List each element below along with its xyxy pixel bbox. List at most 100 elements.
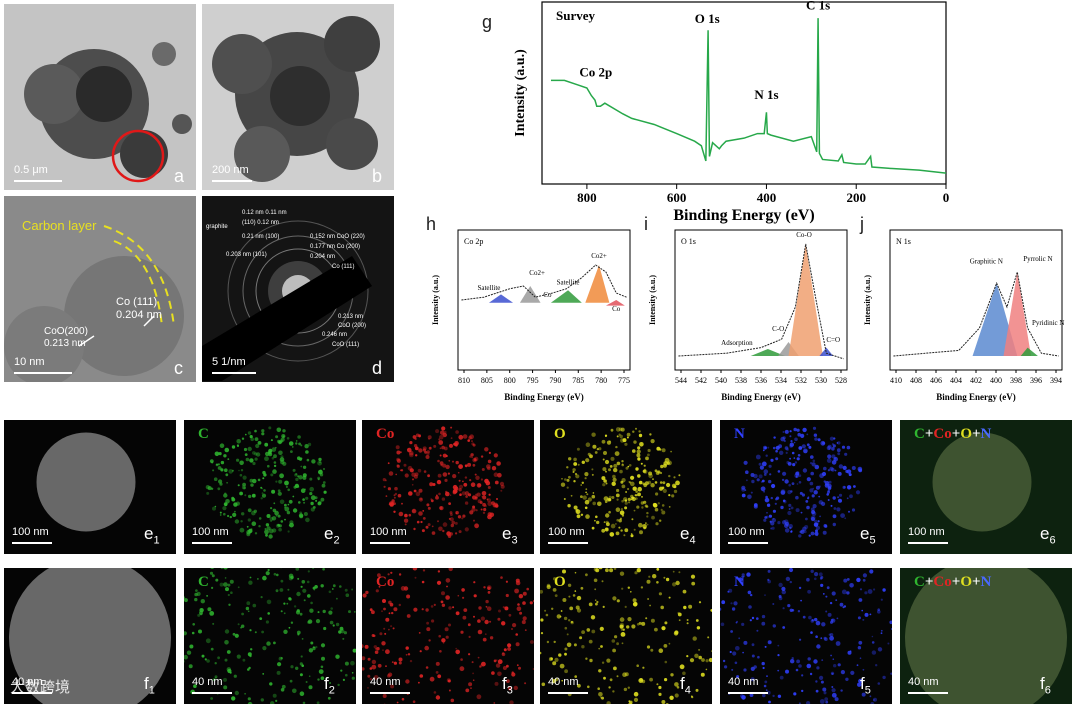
peak-label: Co-O <box>796 231 812 239</box>
watermark: 大数跨境 <box>10 678 71 696</box>
x-tick-label: 790 <box>549 376 561 385</box>
eds-map-image <box>184 568 356 704</box>
scale-bar <box>370 692 410 694</box>
panel-label-subscript: 5 <box>864 684 871 697</box>
x-tick-label: 544 <box>675 376 687 385</box>
fit-component <box>1003 272 1032 356</box>
eds-map-image <box>900 568 1072 704</box>
scale-label: 100 nm <box>370 526 407 538</box>
x-tick-label: 410 <box>890 376 902 385</box>
element-label: Co <box>376 574 395 590</box>
x-tick-label: 404 <box>950 376 962 385</box>
y-axis-label: Intensity (a.u.) <box>863 275 872 325</box>
x-tick-label: 800 <box>577 190 597 205</box>
x-tick-label: 810 <box>458 376 470 385</box>
x-tick-label: 780 <box>595 376 607 385</box>
fit-component <box>585 265 610 303</box>
eds-map-e6: C+Co+O+N 100 nm e6 <box>900 420 1072 554</box>
element-label-part: O <box>960 574 972 590</box>
x-tick-label: 534 <box>775 376 787 385</box>
saed-ring-label: Co (111) <box>332 264 355 270</box>
panel-label-j: j <box>860 214 864 234</box>
saed-ring-label: 0.177 nm Co (200) <box>310 244 361 250</box>
panel-label-i: i <box>644 214 648 234</box>
panel-label-f5: f5 <box>860 674 871 697</box>
x-tick-label: 406 <box>930 376 942 385</box>
element-label: C <box>198 574 209 590</box>
co111-spacing: 0.204 nm <box>116 309 162 321</box>
peak-label: C 1s <box>806 0 830 13</box>
x-axis-label: Binding Energy (eV) <box>936 392 1016 402</box>
saed-ring-label: 0.152 nm CoO (220) <box>310 234 365 240</box>
scale-label: 40 nm <box>192 676 223 688</box>
scale-label: 100 nm <box>548 526 585 538</box>
panel-label-e3: e3 <box>502 524 518 547</box>
peak-label: C-O <box>772 325 784 333</box>
fit-component <box>550 290 582 303</box>
n1s-spectrum-chart: 410 408 406 404 402 400 398 396 394 Binding Energ… <box>863 229 1064 402</box>
panel-label-e6: e6 <box>1040 524 1056 547</box>
element-label-part: N <box>980 574 992 590</box>
carbon-layer-label: Carbon layer <box>22 218 97 233</box>
element-label-part: + <box>924 426 934 442</box>
x-tick-label: 528 <box>835 376 847 385</box>
x-axis-label: Binding Energy (eV) <box>721 392 801 402</box>
scale-bar <box>14 372 72 374</box>
fit-component <box>1020 347 1038 356</box>
panel-label-subscript: 6 <box>1049 534 1056 547</box>
panel-label-subscript: 1 <box>148 684 155 697</box>
hrtem-image-c <box>4 196 196 382</box>
saed-panel-d: graphite 0.12 nm 0.11 nm (110) 0.12 nm 0.21… <box>202 196 394 382</box>
eds-map-image <box>36 432 136 532</box>
panel-label-c: c <box>174 358 183 378</box>
plot-frame <box>457 229 631 371</box>
scale-label: 40 nm <box>728 676 759 688</box>
x-tick-label: 785 <box>572 376 584 385</box>
scale-bar <box>212 372 256 374</box>
saed-ring-label: 0.21 nm (100) <box>242 234 280 240</box>
scale-bar <box>548 692 588 694</box>
y-axis-label: Intensity (a.u.) <box>431 275 440 325</box>
saed-ring-label: 0.246 nm <box>322 332 348 338</box>
element-label-part: + <box>924 574 934 590</box>
panel-label-a: a <box>174 166 185 186</box>
eds-map-image <box>540 568 712 704</box>
x-tick-label: 540 <box>715 376 727 385</box>
scale-bar <box>192 692 232 694</box>
x-tick-label: 775 <box>618 376 630 385</box>
scale-bar <box>908 542 948 544</box>
x-tick-label: 396 <box>1030 376 1042 385</box>
panel-label-e1: e1 <box>144 524 160 547</box>
hrtem-panel-c: Carbon layer Co (111) 0.204 nm CoO(200) … <box>4 196 196 382</box>
element-label-part: + <box>951 574 961 590</box>
fit-component <box>788 244 823 356</box>
eds-map-image <box>720 568 892 704</box>
scale-bar <box>12 692 52 694</box>
eds-map-image <box>741 426 863 538</box>
peak-label: Adsorption <box>721 339 753 347</box>
x-tick-label: 600 <box>667 190 687 205</box>
element-label: C <box>198 426 209 442</box>
scale-label: 40 nm <box>370 676 401 688</box>
eds-map-image <box>900 420 1072 554</box>
element-label: C+Co+O+N <box>914 426 991 443</box>
panel-label-subscript: 5 <box>869 534 876 547</box>
chart-title: Co 2p <box>464 237 483 246</box>
element-label-part: + <box>951 426 961 442</box>
x-tick-label: 536 <box>755 376 767 385</box>
saed-ring-label: CoO (200) <box>338 323 367 329</box>
eds-map-e5: N 100 nm e5 <box>720 420 892 554</box>
element-label: O <box>554 426 566 442</box>
scale-label: 10 nm <box>14 356 45 368</box>
eds-map-e3: Co 100 nm e3 <box>362 420 534 554</box>
eds-map-f1: 40 nm f1 <box>4 568 176 704</box>
scale-label: 40 nm <box>548 676 579 688</box>
coo200-spacing: 0.213 nm <box>44 338 86 349</box>
spectrum-line <box>893 271 1059 357</box>
panel-label-subscript: 6 <box>1044 684 1051 697</box>
panel-label-subscript: 3 <box>511 534 518 547</box>
fit-component <box>972 283 1018 356</box>
fit-component <box>605 300 625 306</box>
tem-panel-a: 0.5 μm a <box>4 4 196 190</box>
scale-label: 40 nm <box>12 676 43 688</box>
